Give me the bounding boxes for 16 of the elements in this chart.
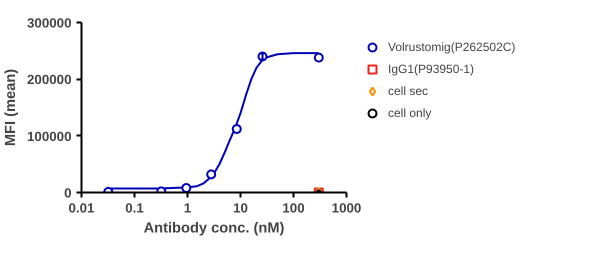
x-tick-label: 100: [282, 200, 305, 216]
y-tick-label: 300000: [27, 16, 72, 30]
x-tick-label: 0.01: [68, 200, 96, 216]
y-tick-label: 100000: [27, 128, 72, 144]
y-tick-label: 200000: [27, 72, 72, 88]
x-tick-label: 1: [184, 200, 192, 216]
legend-label: cell only: [388, 106, 432, 120]
x-tick-label: 0.1: [125, 200, 144, 216]
legend-label: Volrustomig(P262502C): [388, 40, 516, 54]
x-tick-label: 1000: [332, 200, 362, 216]
legend-label: IgG1(P93950-1): [388, 62, 474, 76]
y-tick-label: 0: [64, 186, 72, 200]
x-tick-label: 10: [233, 200, 248, 216]
legend-label: cell sec: [388, 84, 428, 98]
y-axis-title: MFI (mean): [3, 68, 20, 146]
x-axis-title: Antibody conc. (nM): [144, 220, 285, 236]
